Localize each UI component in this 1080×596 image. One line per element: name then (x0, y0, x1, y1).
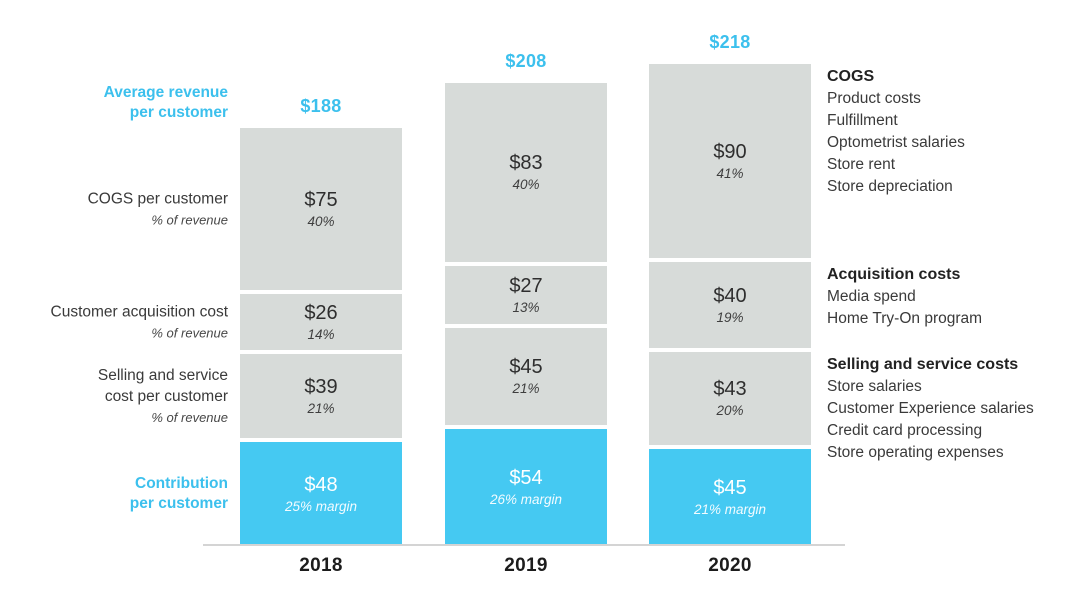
legend-item: Store depreciation (827, 178, 953, 195)
segment-acquisition-2020: $40 19% (649, 262, 811, 348)
segment-cogs-2018: $75 40% (240, 128, 402, 290)
segment-value: $48 (304, 473, 338, 496)
segment-acquisition-2018: $26 14% (240, 294, 402, 350)
segment-pct: 20% (716, 403, 744, 419)
legend-item: Media spend (827, 288, 916, 305)
segment-pct: 40% (512, 177, 540, 193)
legend-item: Customer Experience salaries (827, 400, 1034, 417)
label-contribution-line1: Contribution (135, 475, 228, 492)
segment-pct: 21% (512, 381, 540, 397)
label-cogs: COGS per customer % of revenue (0, 189, 228, 230)
segment-value: $27 (509, 274, 543, 297)
label-cogs-title: COGS per customer (87, 190, 228, 208)
label-selling-line1: Selling and service (97, 367, 228, 384)
label-selling-sub: % of revenue (151, 410, 228, 425)
legend-item: Store salaries (827, 378, 922, 395)
label-average-revenue-line2: per customer (129, 104, 228, 121)
bar-2018: $188 $75 40% $26 14% $39 21% $48 25% mar… (240, 96, 402, 546)
label-average-revenue: Average revenue per customer (0, 83, 228, 123)
segment-value: $83 (509, 152, 543, 175)
legend-group-cogs: COGS Product costs Fulfillment Optometri… (827, 66, 1077, 198)
segment-pct: 41% (716, 165, 744, 181)
legend-item: Optometrist salaries (827, 134, 965, 151)
segment-contribution-2018: $48 25% margin (240, 442, 402, 546)
segment-value: $43 (713, 378, 747, 401)
segment-value: $75 (304, 188, 338, 211)
year-label-2018: 2018 (299, 555, 343, 576)
segment-value: $40 (713, 284, 747, 307)
year-label-2019: 2019 (504, 555, 548, 576)
segment-pct: 26% margin (489, 492, 563, 508)
segment-value: $54 (509, 467, 543, 490)
segment-pct: 13% (512, 299, 540, 315)
segment-contribution-2020: $45 21% margin (649, 449, 811, 546)
total-label-2020: $218 (709, 32, 751, 52)
legend-group-acquisition: Acquisition costs Media spend Home Try-O… (827, 264, 1077, 330)
segment-pct: 21% margin (693, 502, 767, 518)
legend-group-title: Acquisition costs (827, 266, 961, 283)
segment-value: $39 (304, 375, 338, 398)
segment-selling-2020: $43 20% (649, 352, 811, 445)
segment-contribution-2019: $54 26% margin (445, 429, 607, 546)
segment-acquisition-2019: $27 13% (445, 266, 607, 324)
bar-2020: $218 $90 41% $40 19% $43 20% $45 21% mar… (649, 32, 811, 546)
total-label-2018: $188 (300, 96, 342, 116)
legend-group-title: Selling and service costs (827, 356, 1019, 373)
segment-cogs-2019: $83 40% (445, 83, 607, 262)
legend-item: Credit card processing (827, 422, 983, 439)
bar-2019: $208 $83 40% $27 13% $45 21% $54 26% mar… (445, 51, 607, 546)
label-acquisition-title: Customer acquisition cost (50, 303, 228, 321)
segment-pct: 19% (716, 309, 744, 325)
legend-item: Home Try-On program (827, 310, 983, 327)
legend-item: Product costs (827, 90, 921, 107)
label-acquisition: Customer acquisition cost % of revenue (0, 302, 228, 343)
label-acquisition-sub: % of revenue (151, 325, 228, 341)
segment-pct: 25% margin (284, 498, 358, 514)
segment-cogs-2020: $90 41% (649, 64, 811, 258)
label-contribution: Contribution per customer (0, 474, 228, 514)
total-label-2019: $208 (505, 51, 547, 71)
year-label-2020: 2020 (708, 555, 752, 576)
legend-item: Fulfillment (827, 112, 898, 129)
label-average-revenue-line1: Average revenue (103, 84, 228, 101)
segment-pct: 40% (307, 213, 335, 229)
legend-item: Store rent (827, 156, 896, 173)
segment-pct: 21% (307, 400, 335, 416)
segment-pct: 14% (307, 326, 335, 342)
label-selling: Selling and service cost per customer % … (0, 365, 228, 427)
x-axis-line (203, 544, 845, 546)
segment-value: $45 (713, 477, 747, 500)
legend-group-selling: Selling and service costs Store salaries… (827, 354, 1077, 464)
label-contribution-line2: per customer (129, 495, 228, 512)
label-selling-line2: cost per customer (104, 388, 228, 405)
label-cogs-sub: % of revenue (151, 212, 228, 228)
segment-selling-2019: $45 21% (445, 328, 607, 425)
segment-value: $90 (713, 140, 747, 163)
segment-value: $26 (304, 301, 338, 324)
segment-selling-2018: $39 21% (240, 354, 402, 438)
legend-group-title: COGS (827, 68, 875, 85)
segment-value: $45 (509, 356, 543, 379)
legend-item: Store operating expenses (827, 444, 1004, 461)
